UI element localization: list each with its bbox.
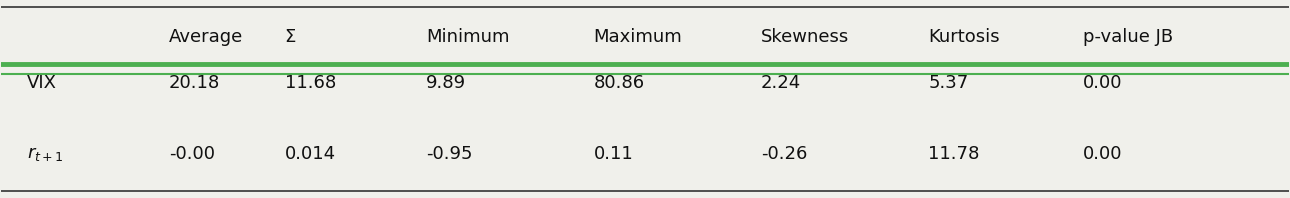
Text: 0.00: 0.00 bbox=[1082, 74, 1122, 92]
Text: 20.18: 20.18 bbox=[169, 74, 221, 92]
Text: -0.00: -0.00 bbox=[169, 145, 214, 163]
Text: Skewness: Skewness bbox=[761, 28, 849, 46]
Text: -0.26: -0.26 bbox=[761, 145, 808, 163]
Text: 2.24: 2.24 bbox=[761, 74, 801, 92]
Text: 0.014: 0.014 bbox=[285, 145, 335, 163]
Text: 80.86: 80.86 bbox=[593, 74, 645, 92]
Text: 5.37: 5.37 bbox=[929, 74, 969, 92]
Text: p-value JB: p-value JB bbox=[1082, 28, 1173, 46]
Text: 0.00: 0.00 bbox=[1082, 145, 1122, 163]
Text: 0.11: 0.11 bbox=[593, 145, 633, 163]
Text: 9.89: 9.89 bbox=[426, 74, 466, 92]
Text: $r_{t+1}$: $r_{t+1}$ bbox=[27, 145, 63, 163]
Text: Average: Average bbox=[169, 28, 243, 46]
Text: -0.95: -0.95 bbox=[426, 145, 472, 163]
Text: 11.68: 11.68 bbox=[285, 74, 335, 92]
Text: VIX: VIX bbox=[27, 74, 57, 92]
Text: Maximum: Maximum bbox=[593, 28, 682, 46]
Text: Minimum: Minimum bbox=[426, 28, 510, 46]
Text: Σ: Σ bbox=[285, 28, 295, 46]
Text: Kurtosis: Kurtosis bbox=[929, 28, 1000, 46]
Text: 11.78: 11.78 bbox=[929, 145, 979, 163]
